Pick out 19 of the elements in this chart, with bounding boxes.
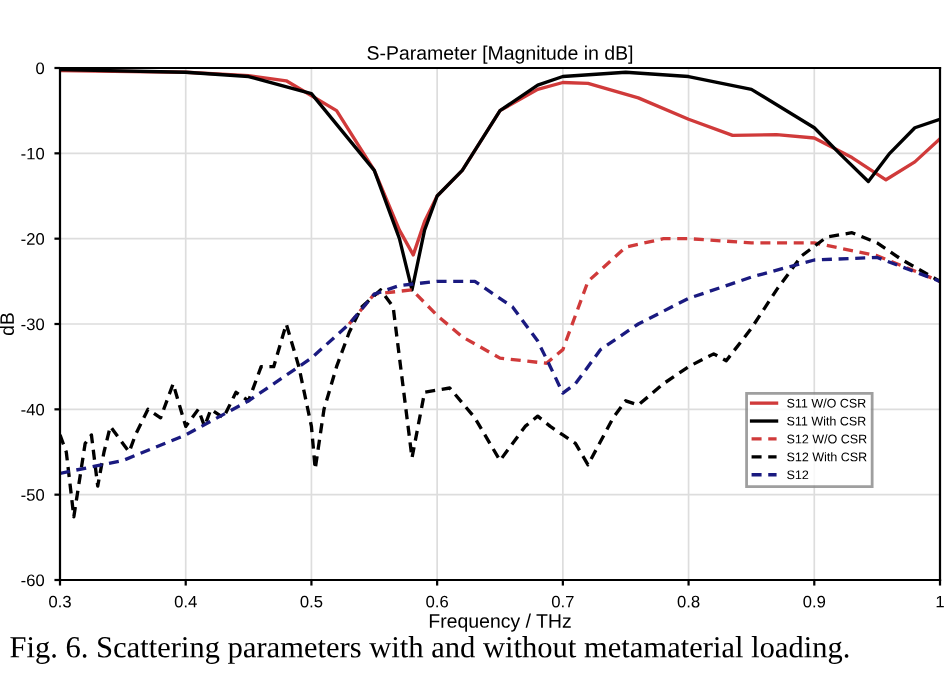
y-tick-label: -30 xyxy=(21,318,45,331)
chart-title: S-Parameter [Magnitude in dB] xyxy=(367,45,633,64)
x-tick-label: 0.4 xyxy=(174,595,197,608)
y-tick-label: 0 xyxy=(36,62,45,75)
x-tick-label: 0.5 xyxy=(300,595,323,608)
y-tick-label: -50 xyxy=(21,489,45,501)
y-tick-label: -20 xyxy=(21,233,45,245)
y-tick-label: -10 xyxy=(21,147,45,160)
x-tick-label: 0.8 xyxy=(677,595,700,608)
x-tick-label: 1 xyxy=(936,595,944,608)
x-tick-label: 0.7 xyxy=(551,595,574,608)
x-axis-title: Frequency / THz xyxy=(429,613,571,632)
x-tick-label: 0.3 xyxy=(49,595,71,608)
x-tick-label: 0.6 xyxy=(426,595,448,608)
y-axis-title: dB xyxy=(0,313,15,336)
y-tick-label: -60 xyxy=(21,574,45,587)
x-tick-label: 0.9 xyxy=(803,595,826,608)
y-tick-label: -40 xyxy=(21,403,45,416)
caption: Fig. 6. Scattering parameters with and without metamaterial loading. xyxy=(10,636,849,664)
